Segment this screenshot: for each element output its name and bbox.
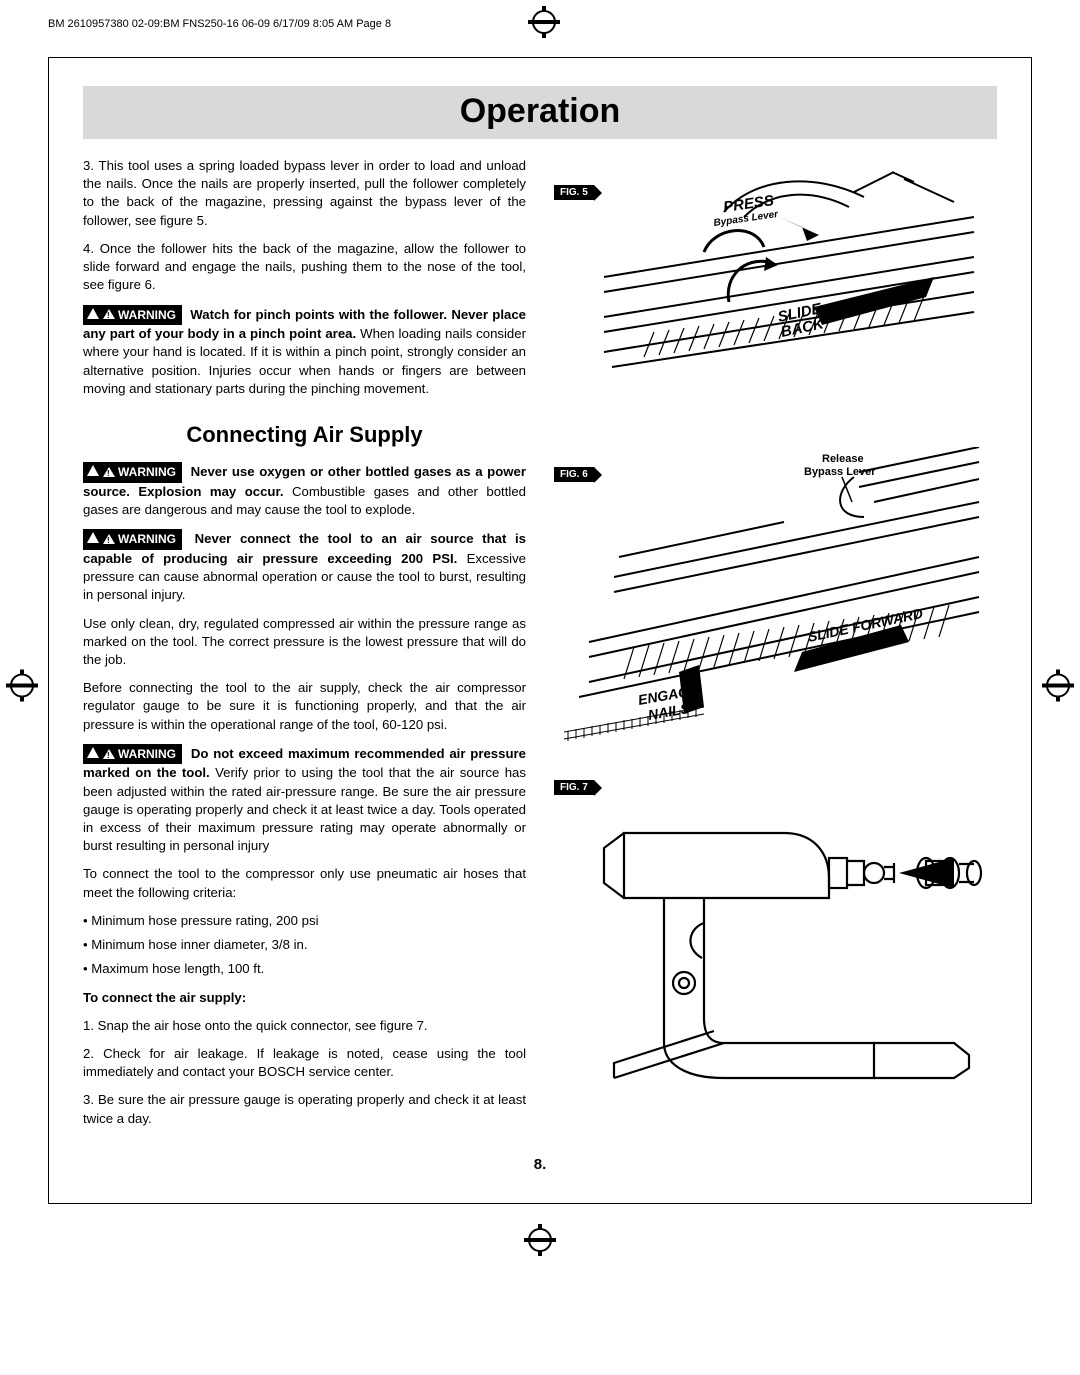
hose-criteria-list: Minimum hose pressure rating, 200 psi Mi… — [83, 912, 526, 979]
registration-mark-bottom — [0, 1224, 1080, 1261]
registration-mark-top — [528, 6, 560, 38]
subheading-air-supply: Connecting Air Supply — [83, 420, 526, 450]
section-title: Operation — [83, 86, 997, 139]
connect-step-1: 1. Snap the air hose onto the quick conn… — [83, 1017, 526, 1035]
connect-heading: To connect the air supply: — [83, 989, 526, 1007]
figure-label: FIG. 6 — [554, 467, 594, 482]
figure-5: FIG. 5 — [554, 157, 997, 417]
registration-mark-right — [1042, 669, 1074, 706]
figure-6: FIG. 6 — [554, 447, 997, 747]
figure-label: FIG. 7 — [554, 780, 594, 795]
warning-badge: WARNING — [83, 305, 182, 326]
text-column: 3. This tool uses a spring loaded bypass… — [83, 157, 526, 1138]
page-frame: Operation 3. This tool uses a spring loa… — [48, 57, 1032, 1204]
warning-200psi: WARNING Never connect the tool to an air… — [83, 529, 526, 604]
header-slug: BM 2610957380 02-09:BM FNS250-16 06-09 6… — [48, 18, 391, 30]
warning-pinch: WARNING Watch for pinch points with the … — [83, 305, 526, 398]
connect-step-2: 2. Check for air leakage. If leakage is … — [83, 1045, 526, 1081]
figure-column: FIG. 5 — [554, 157, 997, 1138]
print-header: BM 2610957380 02-09:BM FNS250-16 06-09 6… — [0, 0, 1080, 45]
warning-badge: WARNING — [83, 529, 182, 550]
step-3: 3. This tool uses a spring loaded bypass… — [83, 157, 526, 230]
registration-mark-left — [6, 669, 38, 706]
paragraph-hose-criteria: To connect the tool to the compressor on… — [83, 865, 526, 901]
figure-7: FIG. 7 — [554, 777, 997, 1093]
connect-step-3: 3. Be sure the air pressure gauge is ope… — [83, 1091, 526, 1127]
step-4: 4. Once the follower hits the back of th… — [83, 240, 526, 295]
warning-badge: WARNING — [83, 744, 182, 765]
warning-oxygen: WARNING Never use oxygen or other bottle… — [83, 462, 526, 519]
list-item: Maximum hose length, 100 ft. — [83, 960, 526, 978]
paragraph-use-only: Use only clean, dry, regulated compresse… — [83, 615, 526, 670]
page-number: 8. — [83, 1156, 997, 1173]
warning-badge: WARNING — [83, 462, 182, 483]
list-item: Minimum hose inner diameter, 3/8 in. — [83, 936, 526, 954]
list-item: Minimum hose pressure rating, 200 psi — [83, 912, 526, 930]
warning-max-pressure: WARNING Do not exceed maximum recommende… — [83, 744, 526, 856]
svg-text:Release: Release — [822, 453, 864, 465]
svg-text:Bypass Lever: Bypass Lever — [804, 466, 876, 478]
figure-label: FIG. 5 — [554, 185, 594, 200]
paragraph-before-connecting: Before connecting the tool to the air su… — [83, 679, 526, 734]
